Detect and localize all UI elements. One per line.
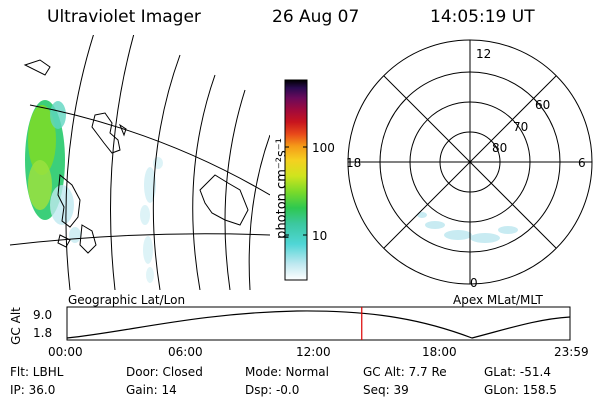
mlt-label-6: 6 [578, 156, 586, 170]
instrument-title: Ultraviolet Imager [47, 7, 201, 27]
altitude-tick-1-8: 1.8 [33, 326, 53, 340]
aurora-emission-left [25, 100, 81, 243]
geographic-map-label: Geographic Lat/Lon [68, 293, 186, 307]
status-glat: GLat: -51.4 [484, 365, 551, 379]
mlt-label-0: 0 [470, 276, 478, 290]
mlat-label-80: 80 [492, 141, 508, 155]
altitude-axis-label: GC Alt [9, 307, 23, 345]
status-glon: GLon: 158.5 [484, 383, 557, 397]
colorbar-tick-10: 10 [312, 229, 328, 243]
status-filter: Flt: LBHL [10, 365, 64, 379]
apex-map-label: Apex MLat/MLT [453, 293, 543, 307]
polar-mlat-mlt-plot [347, 39, 593, 285]
observation-date: 26 Aug 07 [272, 7, 360, 27]
mlat-label-60: 60 [535, 98, 551, 112]
mlat-label-70: 70 [513, 120, 529, 134]
altitude-plot-frame [66, 306, 571, 341]
intensity-colorbar [284, 79, 308, 281]
geographic-map [9, 35, 270, 290]
latlon-grid [9, 35, 270, 290]
status-gc-alt: GC Alt: 7.7 Re [363, 365, 447, 379]
aurora-emission-middle [140, 157, 163, 283]
status-mode: Mode: Normal [245, 365, 329, 379]
aurora-emission-polar [417, 212, 518, 243]
time-tick-1200: 12:00 [296, 345, 331, 359]
orbit-altitude-curve [66, 310, 571, 339]
colorbar-unit-label: photon cm⁻²s⁻¹ [274, 138, 290, 239]
time-tick-0000: 00:00 [48, 345, 83, 359]
mlt-label-12: 12 [476, 47, 492, 61]
mlt-label-18: 18 [346, 156, 362, 170]
time-tick-2359: 23:59 [554, 345, 589, 359]
mlt-diagonal-2 [383, 75, 557, 249]
status-dsp: Dsp: -0.0 [245, 383, 300, 397]
altitude-tick-9: 9.0 [33, 308, 53, 322]
status-seq: Seq: 39 [363, 383, 409, 397]
status-ip: IP: 36.0 [10, 383, 56, 397]
colorbar-tick-100: 100 [312, 141, 335, 155]
status-gain: Gain: 14 [126, 383, 177, 397]
altitude-timeline-plot [66, 306, 571, 341]
observation-time: 14:05:19 UT [430, 7, 535, 27]
time-tick-1800: 18:00 [422, 345, 457, 359]
status-door: Door: Closed [126, 365, 203, 379]
time-tick-0600: 06:00 [168, 345, 203, 359]
